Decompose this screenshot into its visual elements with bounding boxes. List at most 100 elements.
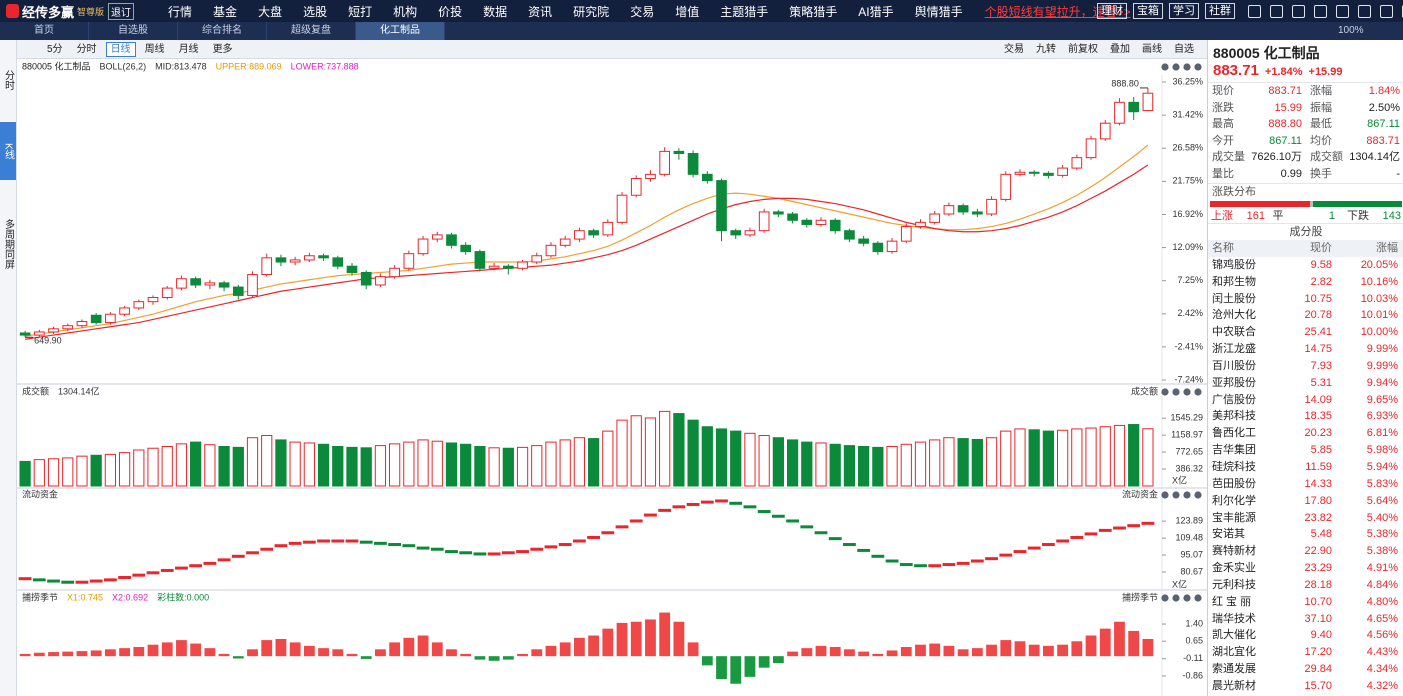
panel-icon[interactable] <box>1172 63 1180 71</box>
menu-item[interactable]: 交易 <box>630 4 655 19</box>
component-row[interactable]: 鲁西化工 20.23 6.81% <box>1208 425 1403 442</box>
tab[interactable]: 综合排名 <box>178 22 267 40</box>
menu-item[interactable]: 大盘 <box>258 4 283 19</box>
tool-button[interactable]: 社群 <box>1205 3 1235 19</box>
period[interactable]: 分时 <box>76 44 97 55</box>
volume-bar <box>701 426 713 487</box>
component-row[interactable]: 利尔化学 17.80 5.64% <box>1208 493 1403 510</box>
menu-item[interactable]: 短打 <box>348 4 373 19</box>
component-row[interactable]: 元利科技 28.18 4.84% <box>1208 577 1403 594</box>
tab[interactable]: 超级复盘 <box>267 22 356 40</box>
panel-icon[interactable] <box>1194 388 1202 396</box>
side-tab[interactable]: K线 <box>0 122 16 180</box>
component-row[interactable]: 锦鸡股份 9.58 20.05% <box>1208 257 1403 274</box>
flow-segment <box>459 551 473 555</box>
menu-item[interactable]: 增值 <box>675 4 700 19</box>
panel-icon[interactable] <box>1172 594 1180 602</box>
menu-item[interactable]: 选股 <box>303 4 328 19</box>
panel-icon[interactable] <box>1172 388 1180 396</box>
icon[interactable] <box>1248 5 1261 18</box>
quote-label: 振幅 <box>1310 101 1332 114</box>
tool-button[interactable]: 学习 <box>1169 3 1199 19</box>
panel-icon[interactable] <box>1194 63 1202 71</box>
component-row[interactable]: 宝丰能源 23.82 5.40% <box>1208 510 1403 527</box>
y-tick-label: 0.65 <box>1185 636 1203 646</box>
menu-item[interactable]: 行情 <box>168 4 193 19</box>
icon[interactable] <box>1336 5 1349 18</box>
component-row[interactable]: 亚邦股份 5.31 9.94% <box>1208 375 1403 392</box>
panel-icon[interactable] <box>1161 491 1169 499</box>
action[interactable]: 九转 <box>1036 44 1056 55</box>
component-row[interactable]: 索通发展 29.84 4.34% <box>1208 661 1403 678</box>
side-tab[interactable]: 多周期同屏 <box>2 219 14 269</box>
panel-icon[interactable] <box>1183 491 1191 499</box>
tool-button[interactable]: 理财 <box>1097 3 1127 19</box>
menu-item[interactable]: 基金 <box>213 4 238 19</box>
action[interactable]: 交易 <box>1004 44 1024 55</box>
menu-item[interactable]: 舆情猎手 <box>914 4 963 19</box>
component-row[interactable]: 芭田股份 14.33 5.83% <box>1208 476 1403 493</box>
action[interactable]: 叠加 <box>1110 44 1130 55</box>
period[interactable]: 月线 <box>178 44 199 55</box>
component-row[interactable]: 凯大催化 9.40 4.56% <box>1208 627 1403 644</box>
component-row[interactable]: 金禾实业 23.29 4.91% <box>1208 560 1403 577</box>
panel-icon[interactable] <box>1194 594 1202 602</box>
flow-segment <box>771 514 785 518</box>
icon[interactable] <box>1314 5 1327 18</box>
menu-item[interactable]: 策略猎手 <box>789 4 838 19</box>
component-row[interactable]: 美邦科技 18.35 6.93% <box>1208 408 1403 425</box>
icon[interactable] <box>1292 5 1305 18</box>
tab[interactable]: 首页 <box>0 22 89 40</box>
component-row[interactable]: 百川股份 7.93 9.99% <box>1208 358 1403 375</box>
panel-icon[interactable] <box>1194 491 1202 499</box>
component-row[interactable]: 闰土股份 10.75 10.03% <box>1208 291 1403 308</box>
component-row[interactable]: 吉华集团 5.85 5.98% <box>1208 442 1403 459</box>
component-row[interactable]: 赛特新材 22.90 5.38% <box>1208 543 1403 560</box>
period[interactable]: 更多 <box>212 44 233 55</box>
panel-icon[interactable] <box>1183 594 1191 602</box>
component-row[interactable]: 沧州大化 20.78 10.01% <box>1208 307 1403 324</box>
action[interactable]: 前复权 <box>1068 44 1098 55</box>
component-row[interactable]: 中农联合 25.41 10.00% <box>1208 324 1403 341</box>
panel-icon[interactable] <box>1161 63 1169 71</box>
component-row[interactable]: 浙江龙盛 14.75 9.99% <box>1208 341 1403 358</box>
component-row[interactable]: 瑞华技术 37.10 4.65% <box>1208 611 1403 628</box>
panel-icon[interactable] <box>1172 491 1180 499</box>
panel-icon[interactable] <box>1183 63 1191 71</box>
menu-item[interactable]: 价投 <box>438 4 463 19</box>
menu-item[interactable]: 数据 <box>483 4 508 19</box>
component-row[interactable]: 和邦生物 2.82 10.16% <box>1208 274 1403 291</box>
icon[interactable] <box>1270 5 1283 18</box>
tool-button[interactable]: 宝箱 <box>1133 3 1163 19</box>
icon[interactable] <box>1380 5 1393 18</box>
volume-bar <box>801 441 813 487</box>
component-row[interactable]: 湖北宜化 17.20 4.43% <box>1208 644 1403 661</box>
period[interactable]: 周线 <box>144 44 165 55</box>
component-row[interactable]: 红 宝 丽 10.70 4.80% <box>1208 594 1403 611</box>
panel-icon[interactable] <box>1183 388 1191 396</box>
period[interactable]: 5分 <box>47 44 63 55</box>
icon[interactable] <box>1358 5 1371 18</box>
period[interactable]: 日线 <box>105 42 136 57</box>
flow-segment <box>416 546 430 550</box>
menu-item[interactable]: 机构 <box>393 4 418 19</box>
menu-item[interactable]: AI猎手 <box>858 4 894 19</box>
component-row[interactable]: 硅烷科技 11.59 5.94% <box>1208 459 1403 476</box>
panel-icon[interactable] <box>1161 594 1169 602</box>
component-row[interactable]: 广信股份 14.09 9.65% <box>1208 392 1403 409</box>
side-tab[interactable]: 分时 <box>2 70 14 90</box>
action[interactable]: 画线 <box>1142 44 1162 55</box>
name-cell: 百川股份 <box>1212 359 1256 372</box>
tab[interactable]: 自选股 <box>89 22 178 40</box>
menu-item[interactable]: 主题猎手 <box>720 4 769 19</box>
component-row[interactable]: 安诺其 5.48 5.38% <box>1208 526 1403 543</box>
action[interactable]: 自选 <box>1174 44 1194 55</box>
component-row[interactable]: 晨光新材 15.70 4.32% <box>1208 678 1403 695</box>
tab[interactable]: 化工制品 <box>356 22 445 40</box>
menu-item[interactable]: 资讯 <box>528 4 553 19</box>
badge[interactable]: 退订 <box>108 2 135 20</box>
panel-icon[interactable] <box>1161 388 1169 396</box>
candle-body <box>943 205 955 215</box>
menu-item[interactable]: 研究院 <box>573 4 610 19</box>
promo-link[interactable]: 个股短线有望拉升，速看>> <box>984 4 1131 19</box>
